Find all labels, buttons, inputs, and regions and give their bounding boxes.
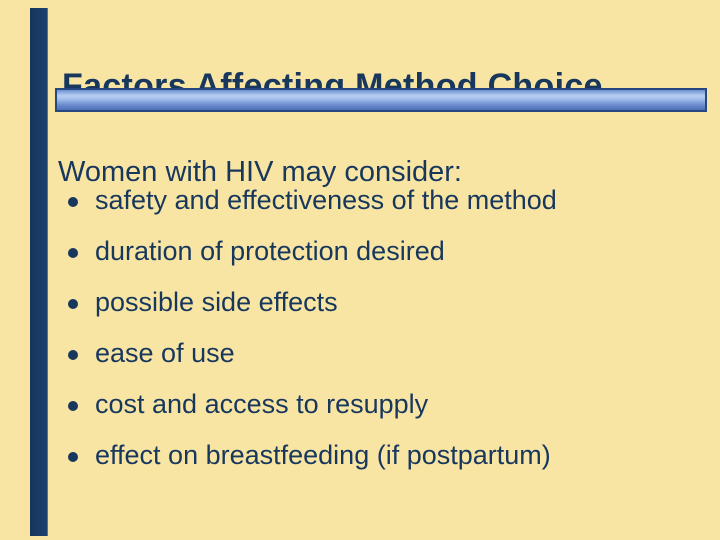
- bullet-dot-icon: [68, 349, 78, 360]
- intro-line: Women with HIV may consider:: [58, 156, 462, 188]
- bullet-dot-icon: [68, 247, 78, 258]
- list-item: safety and effectiveness of the method: [68, 175, 557, 226]
- bullet-text: possible side effects: [95, 287, 338, 317]
- bullet-text: effect on breastfeeding (if postpartum): [95, 440, 551, 470]
- left-accent-bar: [30, 8, 48, 536]
- list-item: effect on breastfeeding (if postpartum): [68, 430, 557, 481]
- bullet-dot-icon: [68, 400, 78, 411]
- title-underline-bar: [55, 88, 707, 112]
- bullet-text: cost and access to resupply: [95, 389, 429, 419]
- list-item: ease of use: [68, 328, 557, 379]
- bullet-text: duration of protection desired: [95, 236, 445, 266]
- bullet-dot-icon: [68, 298, 78, 309]
- bullet-text: safety and effectiveness of the method: [95, 185, 557, 215]
- bullet-dot-icon: [68, 196, 78, 207]
- list-item: duration of protection desired: [68, 226, 557, 277]
- list-item: possible side effects: [68, 277, 557, 328]
- bullet-text: ease of use: [95, 338, 235, 368]
- bullet-list: safety and effectiveness of the method d…: [68, 175, 557, 481]
- list-item: cost and access to resupply: [68, 379, 557, 430]
- bullet-dot-icon: [68, 451, 78, 462]
